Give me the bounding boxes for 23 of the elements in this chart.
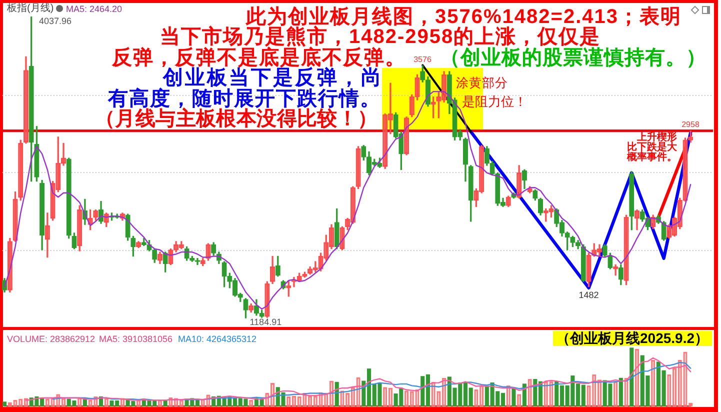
annotation: 1482 <box>578 290 599 300</box>
bar <box>618 378 623 406</box>
bar <box>522 384 526 406</box>
text: （创业板月线2025.9.2） <box>553 330 712 346</box>
annotation: 1184.91 <box>250 317 282 327</box>
annotation: （月线与主板根本没得比较！） <box>95 108 378 130</box>
annotation: 概率事件。 <box>627 152 677 163</box>
annotation: 比下跌是大 <box>627 142 677 153</box>
annotation: 2958 <box>682 120 700 129</box>
text: 板指(月线) <box>7 3 54 14</box>
annotation: （创业板的股票谨慎持有。） <box>440 46 706 69</box>
bar <box>2 402 7 406</box>
annotation: 创业板当下是反弹，尚 <box>163 67 383 90</box>
bar <box>512 388 516 406</box>
bar <box>163 400 168 406</box>
bar <box>630 348 634 406</box>
text: MA10: 4264365312 <box>178 334 257 344</box>
annotation: 3576 <box>414 54 432 64</box>
text: MA5: 2464.20 <box>66 4 122 14</box>
annotation: 上升楔形 <box>637 132 677 143</box>
annotation: 4037.96 <box>39 16 72 26</box>
text: VOLUME: 283862912 <box>7 334 96 344</box>
text: MA5: 3910381056 <box>99 334 173 344</box>
